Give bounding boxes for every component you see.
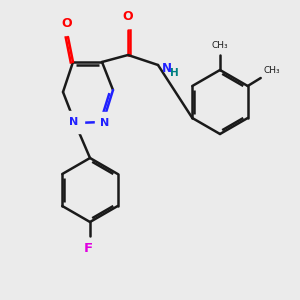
Text: F: F (83, 242, 93, 255)
Text: N: N (162, 61, 172, 74)
Text: O: O (62, 17, 72, 30)
Text: N: N (100, 118, 109, 128)
Text: O: O (123, 10, 133, 23)
Text: CH₃: CH₃ (212, 41, 228, 50)
Text: H: H (170, 68, 179, 78)
Text: N: N (69, 117, 79, 127)
Text: CH₃: CH₃ (264, 66, 280, 75)
